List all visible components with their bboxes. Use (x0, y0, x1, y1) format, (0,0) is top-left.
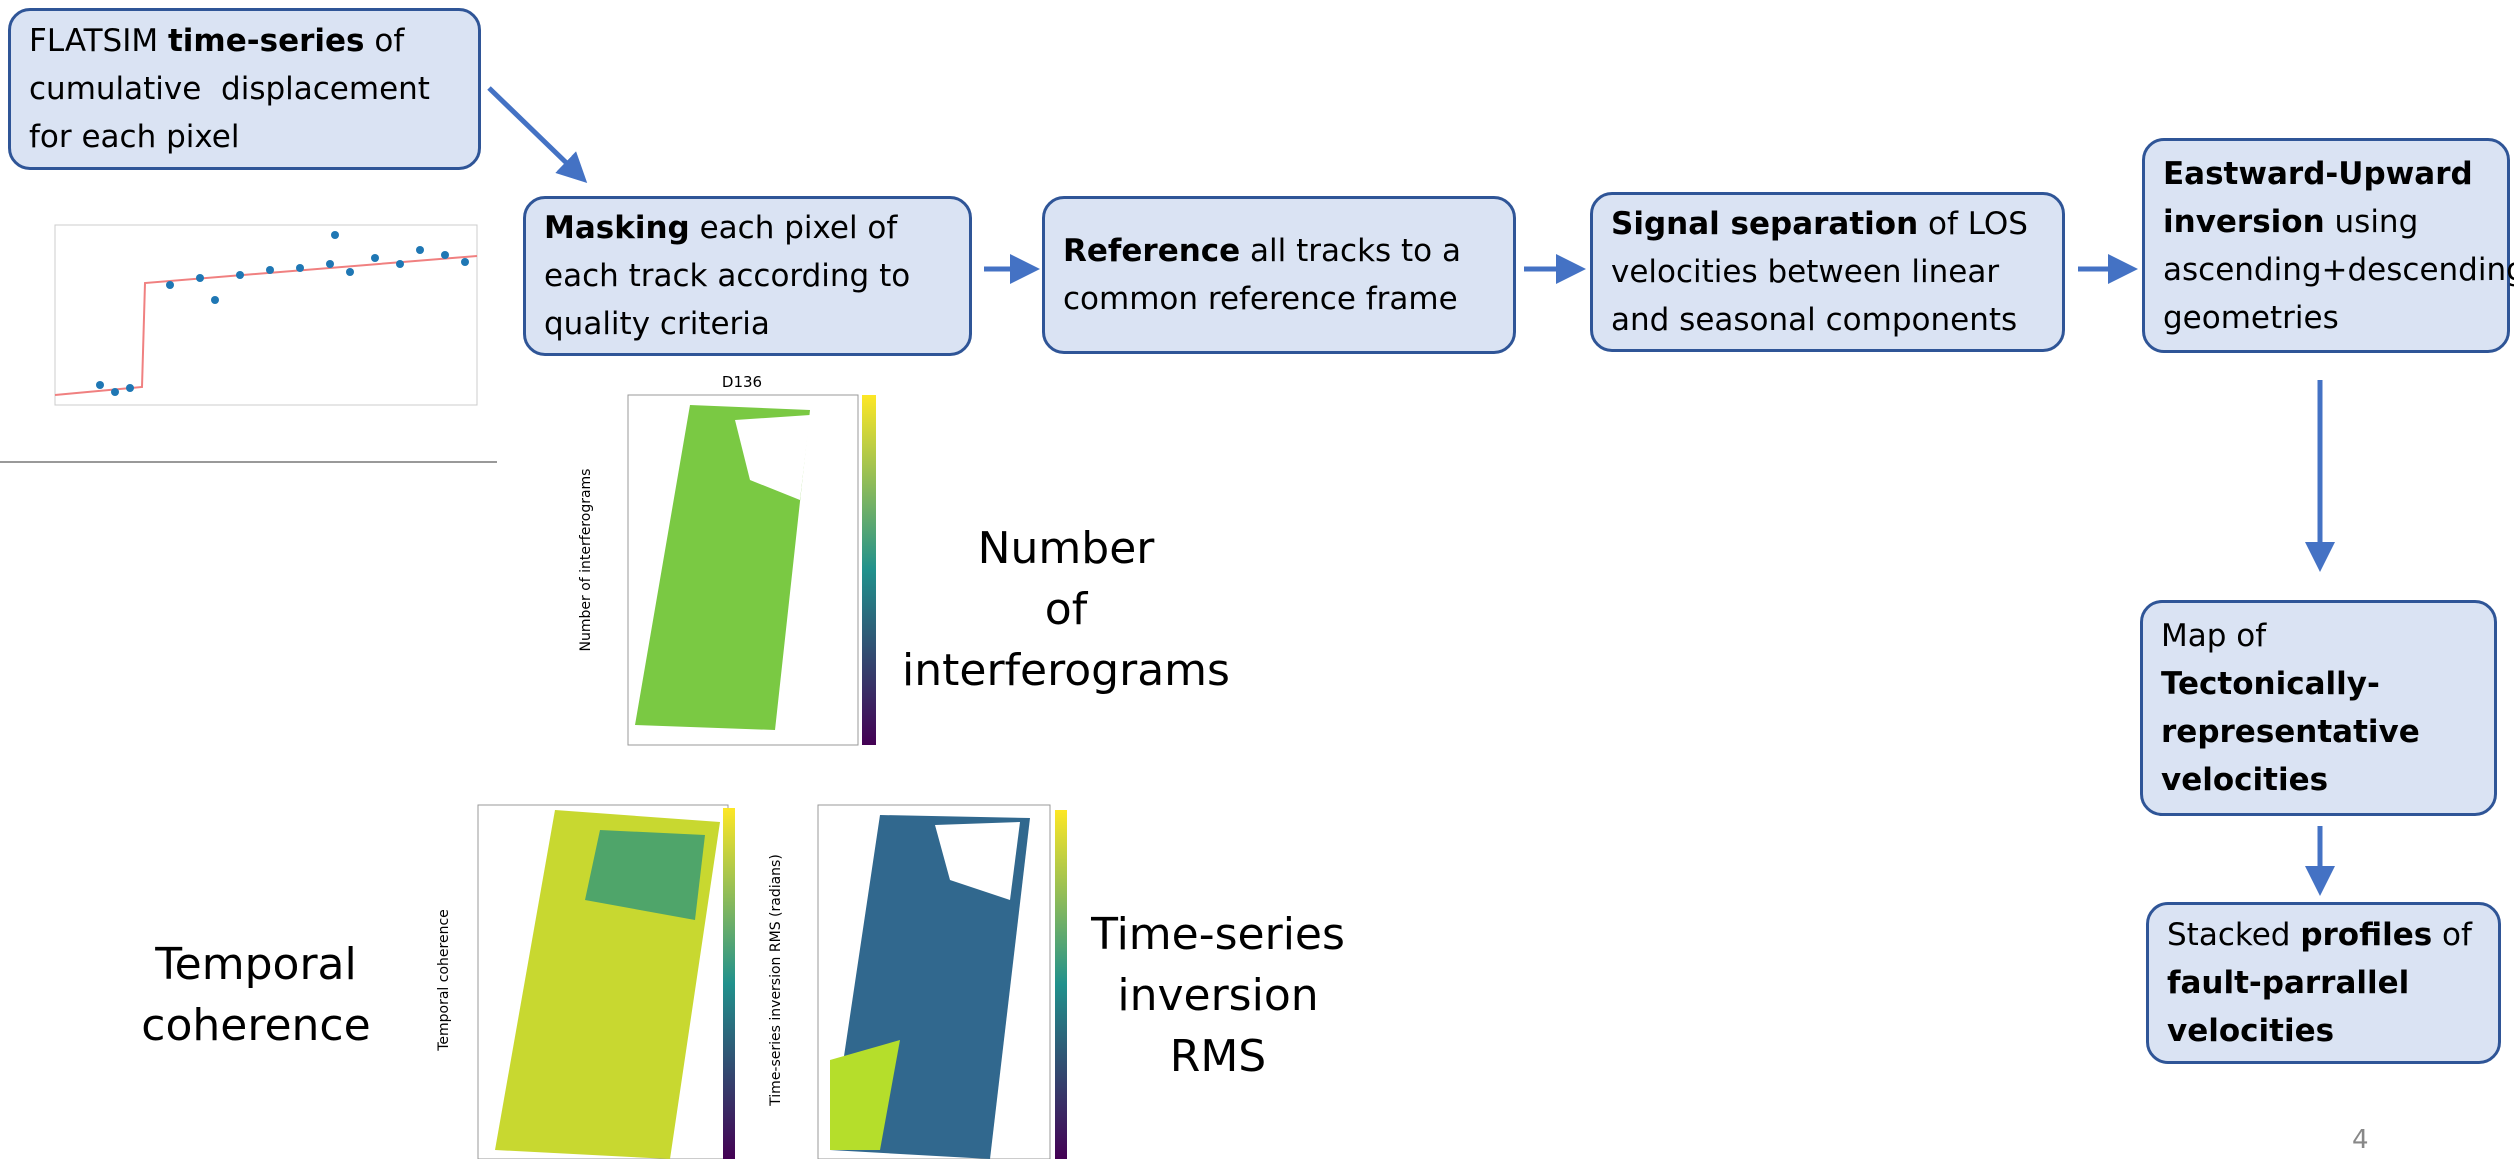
process-box: Masking each pixel of each track accordi… (523, 196, 972, 356)
rms-map: Time-series inversion RMS (radians) (768, 805, 1067, 1159)
text-run: profiles (2300, 917, 2432, 953)
map-title: D136 (722, 373, 762, 391)
label-line: Number (900, 518, 1232, 579)
axis-label: Time-series inversion RMS (radians) (768, 854, 784, 1107)
box-text: FLATSIM time-series of cumulative displa… (29, 17, 460, 161)
process-box: Eastward-Upward inversion using ascendin… (2142, 138, 2510, 353)
page-number: 4 (2352, 1125, 2369, 1155)
process-box: Reference all tracks to a common referen… (1042, 196, 1516, 354)
text-run: Tectonically-representative velocities (2161, 666, 2431, 798)
box-text: Signal separation of LOS velocities betw… (1611, 200, 2044, 344)
text-run: Map of (2161, 618, 2276, 654)
text-run: Reference (1063, 233, 1240, 269)
label-line: interferograms (900, 640, 1232, 701)
text-run: Signal separation (1611, 206, 1918, 242)
text-run: time-series (168, 23, 365, 59)
label-line: Temporal (100, 934, 412, 995)
process-box: Map of Tectonically-representative veloc… (2140, 600, 2497, 816)
text-run: Masking (544, 210, 690, 246)
label-line: coherence (100, 995, 412, 1056)
text-run: of (2432, 917, 2482, 953)
axis-label: Number of interferograms (578, 469, 594, 652)
label-line: RMS (1050, 1026, 1386, 1087)
coherence-map: Temporal coherence (436, 805, 735, 1159)
text-run: fault-parrallel velocities (2167, 965, 2420, 1049)
process-box: Stacked profiles of fault-parrallel velo… (2146, 902, 2501, 1064)
label-line: inversion (1050, 965, 1386, 1026)
process-box: FLATSIM time-series of cumulative displa… (8, 8, 481, 170)
axis-label: Temporal coherence (436, 909, 452, 1052)
box-text: Eastward-Upward inversion using ascendin… (2163, 150, 2489, 342)
label-line: of (900, 579, 1232, 640)
box-text: Stacked profiles of fault-parrallel velo… (2167, 911, 2480, 1055)
interferogram-map: D136 Number of interferograms (578, 373, 876, 745)
box-text: Reference all tracks to a common referen… (1063, 227, 1495, 323)
timeseries-plot (0, 196, 497, 462)
slide: D136 Number of interferograms Temporal c… (0, 0, 2514, 1159)
box-text: Map of Tectonically-representative veloc… (2161, 612, 2476, 804)
label-line: Time-series (1050, 904, 1386, 965)
text-run: FLATSIM (29, 23, 168, 59)
text-run: Stacked (2167, 917, 2300, 953)
box-text: Masking each pixel of each track accordi… (544, 204, 951, 348)
process-box: Signal separation of LOS velocities betw… (1590, 192, 2065, 352)
